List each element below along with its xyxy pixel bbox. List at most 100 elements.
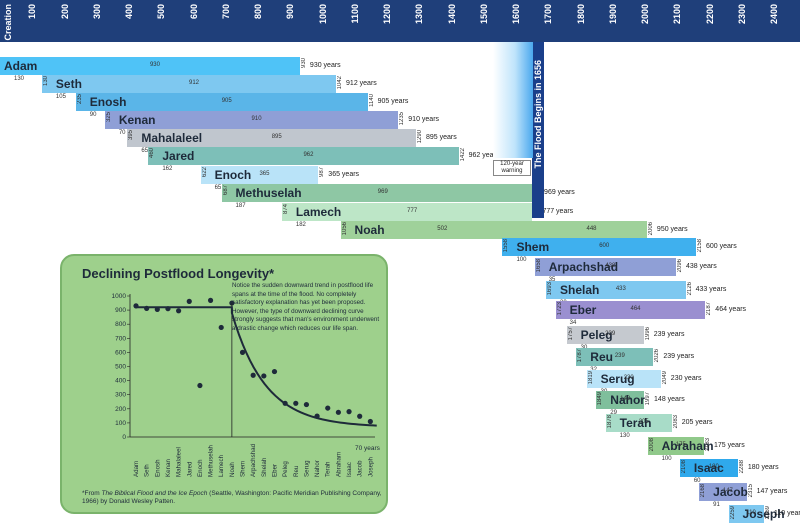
x-tick-label: Abraham	[335, 452, 342, 477]
x-tick-label: Shelah	[261, 457, 268, 477]
patriarch-name: Arpachshad	[548, 260, 619, 274]
x-tick-label: Isaac	[346, 462, 353, 477]
patriarch-name: Seth	[55, 77, 82, 91]
x-tick-label: Joseph	[367, 456, 374, 477]
x-tick-label: Terah	[325, 461, 332, 477]
lifespan-value: 365	[259, 171, 270, 177]
years-label: 930 years	[309, 62, 341, 69]
years-label: 438 years	[685, 263, 717, 270]
data-point	[325, 405, 331, 411]
data-point	[303, 401, 310, 408]
lifespan-value: 180	[708, 464, 719, 470]
inset-footnote: *From The Biblical Flood and the Ice Epo…	[82, 490, 382, 507]
patriarch-name: Isaac	[693, 461, 724, 475]
lifespan-bar: Jared	[148, 147, 459, 165]
data-point	[346, 409, 352, 415]
curve-end-label: 70 years	[355, 445, 381, 452]
years-label: 205 years	[681, 419, 713, 426]
lifespan-bar: Enosh	[75, 93, 368, 111]
data-point	[186, 298, 192, 304]
years-label: 230 years	[670, 375, 702, 382]
y-tick-label: 0	[122, 434, 126, 441]
y-tick-label: 300	[115, 392, 126, 399]
years-label: 962 years	[468, 152, 500, 159]
years-label: 175 years	[714, 442, 745, 449]
years-label: 180 years	[747, 464, 779, 471]
y-tick-label: 200	[115, 406, 126, 413]
lifespan-value: 205	[638, 419, 649, 425]
lifespan-bar: Nahor	[596, 391, 645, 409]
y-tick-label: 700	[115, 335, 126, 342]
lifespan-bar: Shelah	[545, 281, 686, 299]
years-label: 147 years	[756, 488, 788, 495]
fathered-at-age: 182	[295, 222, 306, 228]
patriarch-name: Reu	[590, 350, 613, 364]
x-tick-label: Shem	[240, 461, 247, 477]
patriarch-name: Shem	[516, 240, 550, 254]
lifespan-bar: Arpachshad	[534, 258, 676, 276]
years-label: 464 years	[715, 306, 747, 313]
lifespan-value: 239	[605, 331, 616, 337]
data-point	[176, 308, 182, 314]
lifespan-bar: Serug	[586, 370, 661, 388]
lifespan-value: 239	[614, 353, 625, 359]
x-tick-label: Peleg	[282, 461, 289, 477]
lifespan-bar: Enoch	[200, 166, 319, 184]
lifespan-bar: Seth	[41, 75, 337, 93]
lifespan-bar: Isaac	[679, 459, 738, 477]
y-tick-label: 900	[115, 307, 126, 314]
data-point	[367, 418, 373, 425]
x-tick-label: Reu	[293, 465, 300, 477]
lifespan-value: 438	[605, 263, 616, 269]
y-tick-label: 800	[115, 321, 126, 328]
data-point	[239, 349, 246, 355]
patriarch-name: Abraham	[661, 439, 714, 453]
footnote-prefix: *From	[82, 490, 102, 497]
lifespan-value: 502	[437, 226, 448, 232]
y-tick-label: 500	[115, 364, 126, 371]
x-tick-label: Noah	[229, 462, 236, 477]
patriarch-name: Lamech	[295, 205, 342, 219]
patriarch-name: Joseph	[742, 507, 785, 521]
fathered-at-age: 187	[235, 203, 246, 209]
lifespan-value: 600	[599, 243, 610, 249]
fathered-at-age: 105	[55, 94, 66, 100]
warning-label: 120-year warning	[493, 160, 531, 177]
data-point	[335, 409, 341, 415]
years-label: 600 years	[705, 243, 737, 250]
lifespan-bar: Shem	[502, 238, 696, 256]
patriarch-name: Terah	[619, 416, 652, 430]
fathered-at-age: 91	[713, 502, 720, 508]
lifespan-value: 110	[746, 510, 756, 516]
lifespan-bar: Jacob	[699, 483, 748, 501]
lifespan-value: 930	[149, 62, 160, 68]
lifespan-value: 175	[675, 442, 686, 448]
x-tick-label: Enoch	[197, 459, 204, 477]
lifespan-value: 777	[407, 208, 418, 214]
lifespan-value: 464	[630, 306, 641, 312]
lifespan-bar: Eber	[555, 301, 706, 319]
fathered-at-age: 65	[141, 148, 149, 154]
years-label: 905 years	[377, 98, 409, 105]
patriarch-name: Adam	[4, 59, 38, 73]
lifespan-bar: Mahalaleel	[127, 129, 416, 147]
years-label: 950 years	[656, 226, 688, 233]
fathered-at-age: 60	[693, 478, 701, 484]
lifespan-bar: Noah	[340, 221, 647, 239]
inset-description: Notice the sudden downward trend in post…	[232, 282, 380, 332]
lifespan-bar: Peleg	[566, 326, 644, 344]
patriarch-name: Methuselah	[235, 186, 302, 200]
lifespan-value: 433	[615, 286, 626, 292]
fathered-at-age: 65	[214, 185, 222, 191]
y-tick-label: 400	[115, 378, 126, 385]
patriarch-name: Jared	[162, 149, 195, 163]
fathered-at-age: 100	[661, 456, 672, 462]
x-tick-label: Nahor	[314, 460, 321, 477]
years-label: 433 years	[695, 286, 727, 293]
y-tick-label: 100	[115, 420, 126, 427]
lifespan-bar: Reu	[576, 348, 654, 366]
lifespan-value: 912	[188, 80, 199, 86]
years-label: 895 years	[426, 134, 457, 141]
decline-curve	[136, 306, 377, 427]
